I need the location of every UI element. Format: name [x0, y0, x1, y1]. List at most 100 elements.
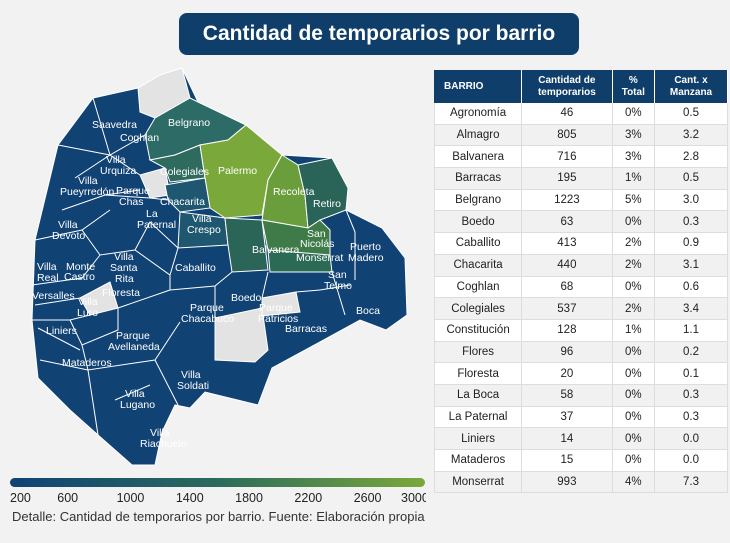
map-label: Villa: [125, 388, 145, 400]
map-label: Parque: [116, 330, 150, 342]
cell-cantidad: 37: [522, 406, 613, 429]
map-label: Villa: [58, 219, 78, 231]
legend-tick-label: 200: [10, 491, 31, 505]
map-label: Patricios: [258, 313, 298, 325]
cell-manzana: 0.5: [655, 168, 728, 190]
map-label: Santa: [110, 262, 138, 274]
table-row: Floresta 20 0% 0.1: [434, 363, 728, 385]
cell-barrio: Floresta: [434, 363, 523, 385]
table-header-row: BARRIO Cantidad de temporarios % Total C…: [434, 70, 728, 103]
cell-porcentaje: 0%: [612, 428, 656, 450]
cell-porcentaje: 2%: [612, 298, 656, 320]
cell-manzana: 0.3: [655, 211, 728, 234]
table-row: Agronomía 46 0% 0.5: [434, 103, 728, 125]
map-label: Belgrano: [168, 117, 210, 129]
cell-cantidad: 68: [522, 276, 613, 299]
cell-barrio: Agronomía: [434, 103, 523, 125]
legend-tick-label: 1800: [235, 491, 263, 505]
cell-barrio: Almagro: [434, 124, 523, 147]
column-header-porcentaje: % Total: [612, 70, 656, 103]
cell-porcentaje: 1%: [612, 319, 656, 342]
cell-cantidad: 805: [522, 124, 613, 147]
cell-porcentaje: 4%: [612, 471, 656, 494]
table-row: Boedo 63 0% 0.3: [434, 211, 728, 234]
table-row: Constitución 128 1% 1.1: [434, 319, 728, 342]
table-row: Colegiales 537 2% 3.4: [434, 298, 728, 320]
cell-manzana: 0.3: [655, 406, 728, 429]
cell-barrio: Balvanera: [434, 146, 523, 169]
map-label: Lugano: [120, 399, 155, 411]
map-label: Crespo: [187, 224, 221, 236]
map-label: Caballito: [175, 262, 216, 274]
column-header-manzana: Cant. x Manzana: [655, 70, 728, 103]
cell-barrio: La Boca: [434, 384, 523, 407]
color-legend: 200 600 1000 1400 1800 2200 2600 3000: [10, 478, 426, 505]
map-label: Boedo: [231, 292, 262, 304]
map-label: Saavedra: [92, 119, 137, 131]
legend-tick-label: 1400: [176, 491, 204, 505]
cell-barrio: Constitución: [434, 319, 523, 342]
table-row: Barracas 195 1% 0.5: [434, 168, 728, 190]
map-labels: Saavedra Coghlan Belgrano Villa Urquiza …: [32, 117, 384, 450]
table-row: Balvanera 716 3% 2.8: [434, 146, 728, 169]
legend-ticks: 200 600 1000 1400 1800 2200 2600 3000: [10, 491, 426, 505]
map-label: Palermo: [218, 165, 257, 177]
cell-manzana: 3.2: [655, 124, 728, 147]
cell-cantidad: 15: [522, 450, 613, 472]
chart-title: Cantidad de temporarios por barrio: [179, 13, 579, 55]
map-label: San: [328, 269, 347, 281]
map-label: Floresta: [102, 287, 140, 299]
map-label: Pueyrredón: [60, 186, 114, 198]
legend-tick-label: 3000: [401, 491, 426, 505]
no-data-area-patricios: [261, 291, 301, 317]
cell-cantidad: 58: [522, 384, 613, 407]
table-row: La Paternal 37 0% 0.3: [434, 406, 728, 429]
cell-barrio: Liniers: [434, 428, 523, 450]
cell-cantidad: 20: [522, 363, 613, 385]
map-label: Recoleta: [273, 186, 315, 198]
map-label: Chacarita: [160, 196, 205, 208]
map-label: Liniers: [46, 325, 77, 337]
map-label: Villa: [106, 154, 126, 166]
cell-cantidad: 63: [522, 211, 613, 234]
map-label: Villa: [78, 296, 98, 308]
region-retiro: [297, 157, 349, 229]
map-label: Soldati: [177, 380, 209, 392]
map-label: Luro: [77, 307, 98, 319]
legend-tick-label: 2600: [354, 491, 382, 505]
cell-barrio: Mataderos: [434, 450, 523, 472]
cell-cantidad: 14: [522, 428, 613, 450]
cell-porcentaje: 2%: [612, 233, 656, 255]
table-row: Coghlan 68 0% 0.6: [434, 276, 728, 299]
column-header-cantidad: Cantidad de temporarios: [522, 70, 613, 103]
map-label: Villa: [78, 175, 98, 187]
legend-tick-label: 1000: [117, 491, 145, 505]
table-body: Agronomía 46 0% 0.5 Almagro 805 3% 3.2 Balvanera…: [434, 103, 728, 494]
cell-barrio: Belgrano: [434, 189, 523, 212]
cell-porcentaje: 0%: [612, 211, 656, 234]
neighborhood-map: Saavedra Coghlan Belgrano Villa Urquiza …: [31, 67, 408, 466]
cell-cantidad: 195: [522, 168, 613, 190]
table-row: Liniers 14 0% 0.0: [434, 428, 728, 450]
cell-porcentaje: 0%: [612, 341, 656, 364]
cell-manzana: 7.3: [655, 471, 728, 494]
map-label: Chas: [119, 196, 144, 208]
cell-barrio: Caballito: [434, 233, 523, 255]
map-label: Parque: [259, 302, 293, 314]
cell-manzana: 3.4: [655, 298, 728, 320]
map-label: Villa: [114, 251, 134, 263]
cell-manzana: 1.1: [655, 319, 728, 342]
cell-porcentaje: 3%: [612, 146, 656, 169]
cell-cantidad: 96: [522, 341, 613, 364]
map-label: Retiro: [313, 198, 341, 210]
cell-cantidad: 413: [522, 233, 613, 255]
map-label: Boca: [356, 305, 380, 317]
cell-barrio: Barracas: [434, 168, 523, 190]
map-label: La: [146, 208, 158, 220]
map-label: Villa: [192, 213, 212, 225]
map-label: Villa: [150, 427, 170, 439]
cell-porcentaje: 1%: [612, 168, 656, 190]
cell-manzana: 0.1: [655, 363, 728, 385]
map-label: Villa: [181, 369, 201, 381]
map-label: Castro: [64, 271, 95, 283]
